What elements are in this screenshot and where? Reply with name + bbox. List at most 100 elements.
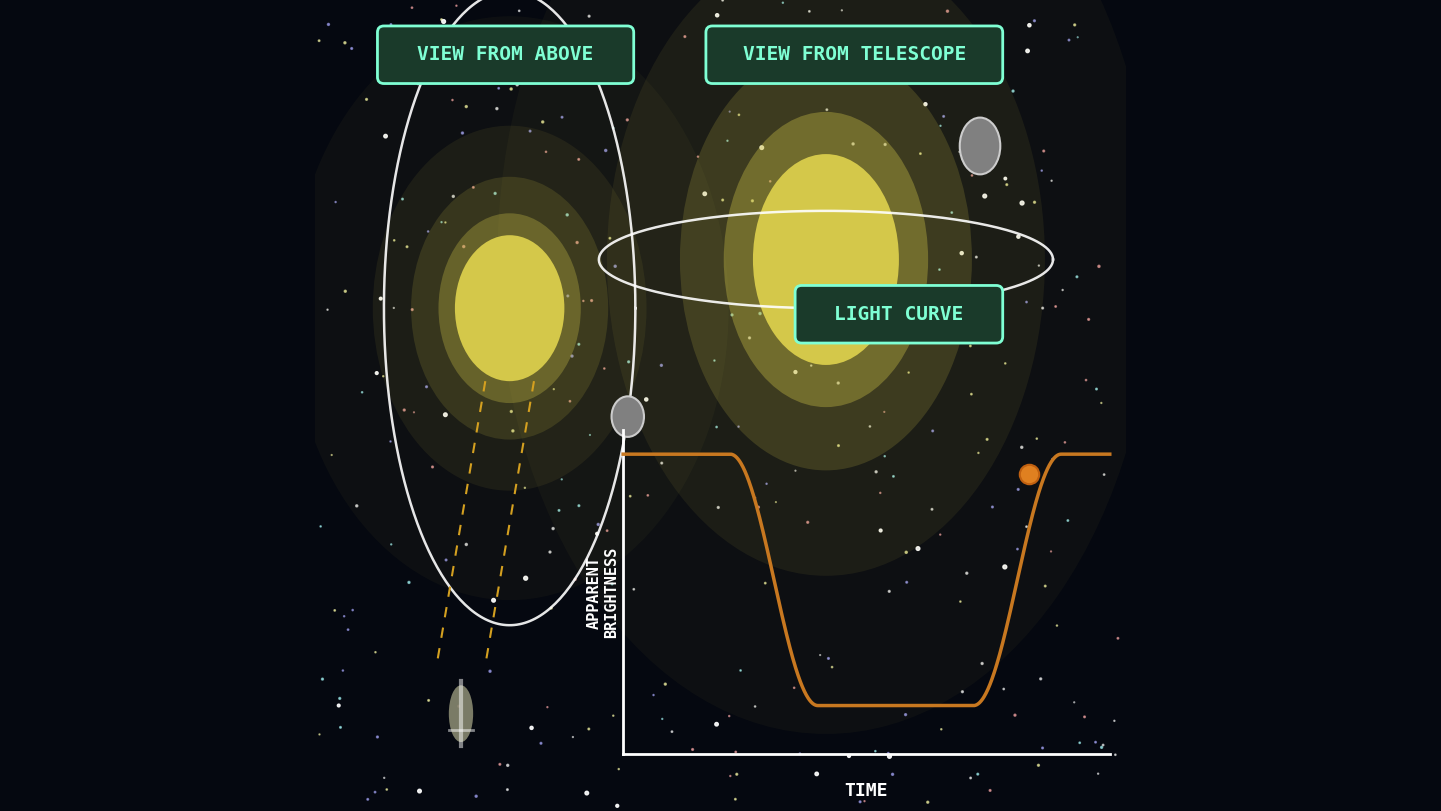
Point [723,792,746,805]
Point [1056,514,1079,527]
Point [705,421,728,434]
Point [416,694,440,707]
Point [401,1,424,14]
Point [429,13,452,26]
Point [375,783,398,796]
Point [705,718,728,731]
Point [682,743,705,756]
Point [1076,313,1099,326]
Point [967,446,990,459]
Point [568,338,591,351]
Point [500,83,523,96]
Point [705,49,728,62]
Point [562,731,585,744]
Point [853,291,876,304]
Point [418,25,441,38]
Point [1040,174,1063,187]
Point [618,490,641,503]
Text: TIME: TIME [844,782,888,800]
Point [486,102,509,115]
Point [827,439,850,452]
Point [954,71,977,84]
Point [487,82,510,95]
Point [791,160,814,173]
Ellipse shape [448,685,473,742]
Point [738,332,761,345]
Point [1010,441,1033,454]
Point [346,500,369,513]
Point [820,661,843,674]
Point [905,326,928,339]
Point [994,172,1017,185]
Point [673,30,696,43]
Point [929,528,953,541]
Point [1014,520,1038,533]
Point [1074,710,1097,723]
Ellipse shape [373,126,647,491]
Point [914,97,937,110]
Point [483,594,506,607]
Point [865,466,888,478]
Point [650,358,673,371]
Point [782,24,806,36]
Point [578,723,601,736]
Point [327,699,350,712]
Point [488,757,512,770]
Text: VIEW FROM TELESCOPE: VIEW FROM TELESCOPE [742,45,965,64]
Point [878,585,901,598]
Point [718,710,741,723]
Point [519,125,542,138]
Point [497,352,520,365]
Point [308,728,331,741]
Point [310,520,333,533]
Point [882,470,905,483]
Point [937,5,960,18]
Point [855,301,878,314]
Point [1084,736,1107,749]
Point [529,736,552,749]
Point [540,602,563,615]
Point [960,771,983,784]
Point [550,473,574,486]
Point [996,178,1019,191]
Point [771,0,794,9]
Point [891,304,914,317]
Point [441,93,464,106]
Point [402,406,425,418]
Point [706,501,729,514]
Point [602,122,625,135]
Text: LIGHT CURVE: LIGHT CURVE [834,305,964,324]
Point [961,169,984,182]
Point [857,290,880,303]
Point [955,567,978,580]
Point [572,294,595,307]
Point [706,9,729,22]
Point [967,768,990,781]
Point [758,175,781,188]
Point [476,24,499,36]
Point [415,380,438,393]
Point [442,190,465,203]
Point [514,572,537,585]
Ellipse shape [680,49,971,470]
Point [830,53,853,66]
Point [548,504,571,517]
Point [1007,483,1030,496]
Point [363,786,386,799]
Point [333,610,356,623]
Point [651,712,674,725]
Point [1053,436,1076,448]
Point [1027,759,1050,772]
Point [379,435,402,448]
Point [615,114,638,127]
Point [608,405,631,418]
Point [869,524,892,537]
Point [1092,739,1115,752]
Point [373,771,396,784]
Point [435,553,458,566]
Point [592,362,615,375]
Point [350,386,373,399]
Point [660,725,683,738]
Point [1058,33,1081,46]
Point [565,236,588,249]
